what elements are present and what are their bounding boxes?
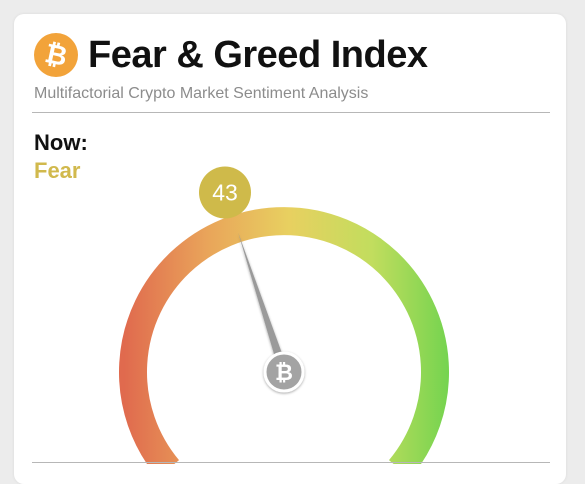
bottom-divider — [32, 462, 550, 463]
bitcoin-symbol: ₿ — [42, 37, 70, 73]
page-title: Fear & Greed Index — [88, 34, 428, 76]
sentiment-gauge: ₿ 43 — [119, 166, 449, 464]
gauge-needle — [238, 232, 289, 374]
current-classification: Fear — [34, 158, 81, 183]
gauge-arc — [119, 207, 449, 464]
bitcoin-logo-icon: ₿ — [34, 33, 78, 77]
page-subtitle: Multifactorial Crypto Market Sentiment A… — [34, 85, 369, 102]
header-divider — [32, 112, 550, 113]
index-value: 43 — [212, 180, 238, 206]
bitcoin-hub-icon: ₿ — [275, 361, 293, 386]
fear-greed-card: ₿ Fear & Greed Index Multifactorial Cryp… — [14, 14, 566, 484]
value-badge: 43 — [199, 166, 251, 219]
now-label: Now: — [34, 130, 88, 155]
gauge-hub: ₿ — [263, 351, 305, 393]
